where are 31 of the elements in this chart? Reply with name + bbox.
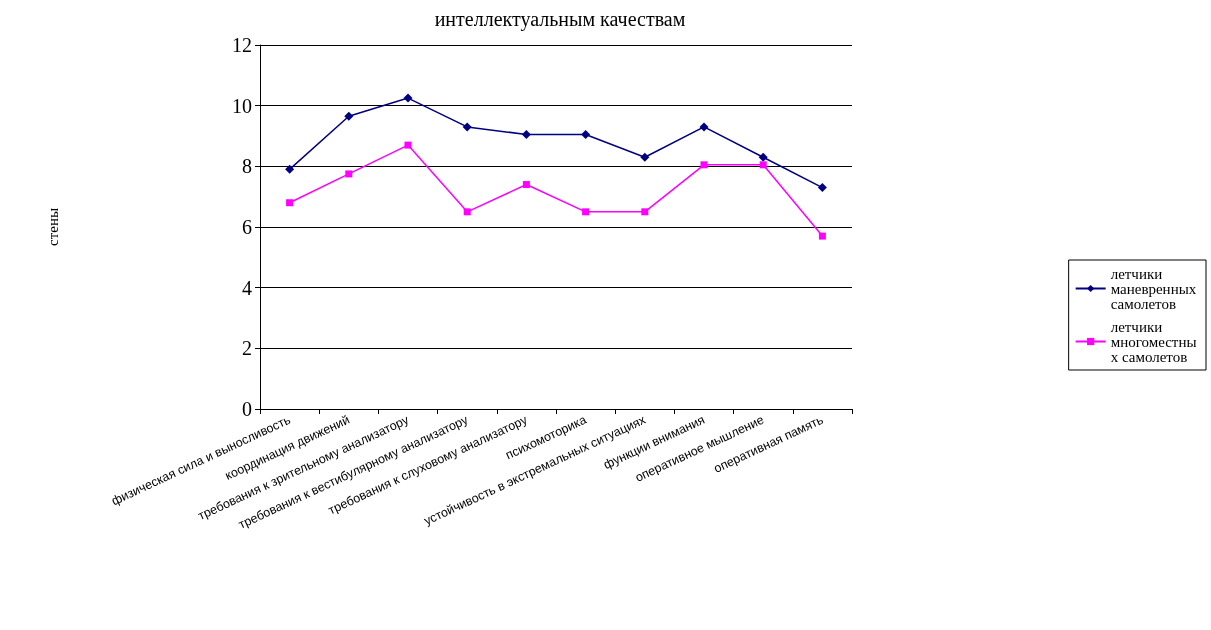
point — [641, 208, 649, 216]
legend-label: летчики маневренных самолетов — [1110, 265, 1200, 312]
y-tick-label: 4 — [242, 276, 252, 299]
point — [404, 141, 412, 149]
point — [758, 152, 768, 162]
point — [522, 181, 530, 189]
point — [581, 129, 591, 139]
chart-title: интеллектуальным качествам — [434, 8, 686, 31]
point — [285, 164, 295, 174]
point — [463, 208, 471, 216]
y-tick-label: 0 — [242, 398, 252, 420]
point — [403, 93, 413, 103]
y-tick-label: 10 — [232, 94, 252, 117]
point — [699, 122, 709, 132]
point — [344, 111, 354, 121]
point — [521, 129, 531, 139]
point — [286, 199, 294, 207]
legend-label: летчики многоместных самолетов — [1110, 318, 1197, 365]
point — [462, 122, 472, 132]
y-tick-label: 6 — [242, 216, 252, 238]
y-axis-title: стены — [44, 208, 61, 246]
point — [817, 183, 827, 193]
point — [345, 170, 353, 178]
point — [640, 152, 650, 162]
point — [700, 161, 708, 169]
point — [582, 208, 590, 216]
y-tick-label: 8 — [242, 155, 252, 178]
point — [818, 232, 826, 240]
y-tick-label: 2 — [242, 337, 252, 360]
point — [759, 161, 767, 169]
y-tick-label: 12 — [232, 34, 252, 56]
